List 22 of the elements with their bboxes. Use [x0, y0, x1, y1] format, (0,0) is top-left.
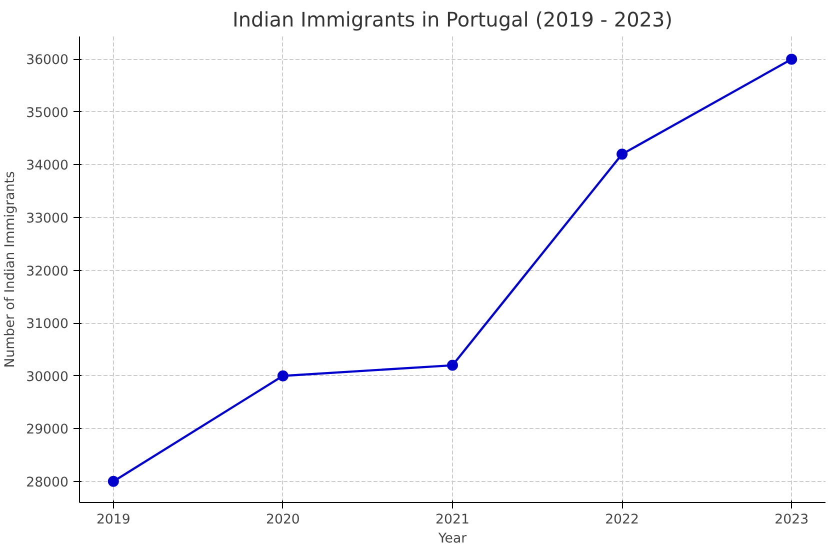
x-tick-label: 2020 [266, 512, 300, 528]
y-tick-label: 36000 [26, 53, 69, 68]
point [786, 54, 798, 65]
x-tick-label: 2023 [774, 512, 809, 528]
y-tick-label: 35000 [26, 106, 69, 121]
point [447, 360, 458, 371]
y-tick-label: 29000 [26, 422, 69, 438]
y-tick-label: 34000 [26, 158, 69, 174]
x-tick-label: 2022 [605, 512, 640, 528]
y-tick-label: 28000 [26, 475, 69, 490]
point [616, 148, 628, 160]
y-tick-label: 31000 [26, 317, 69, 332]
chart-title: Indian Immigrants in Portugal (2019 - 2023) [232, 8, 673, 32]
x-tick-label: 2019 [96, 512, 130, 528]
y-tick-label: 32000 [26, 264, 69, 280]
y-axis-title: Number of Indian Immigrants [3, 171, 18, 368]
y-tick-label: 30000 [26, 370, 69, 385]
x-tick-label: 2021 [436, 512, 470, 528]
point [277, 370, 288, 382]
y-tick-label: 33000 [26, 212, 69, 227]
point [108, 476, 119, 487]
x-axis-title: Year [437, 532, 468, 546]
